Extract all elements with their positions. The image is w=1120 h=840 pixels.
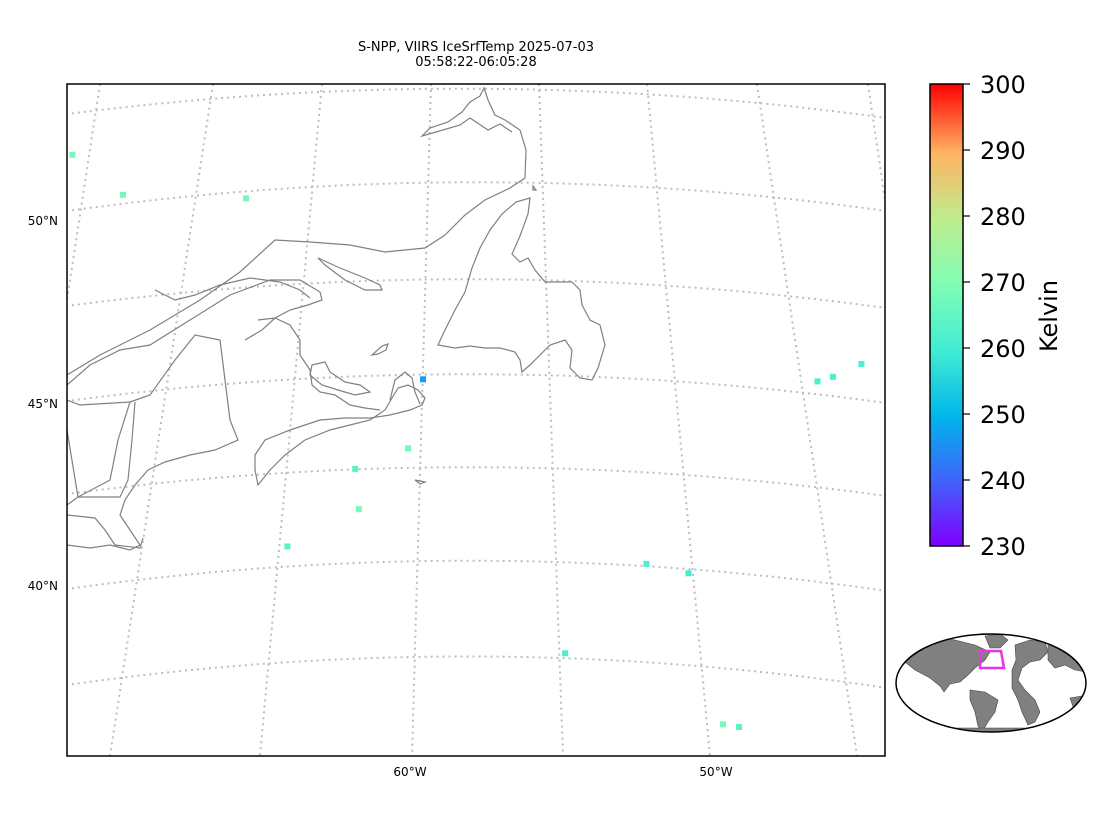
parallel-line <box>67 559 885 592</box>
meridian-line <box>867 84 885 201</box>
lat-label-50n: 50°N <box>28 214 58 228</box>
coastline-labrador <box>67 279 323 386</box>
colorbar-tick-label: 290 <box>980 137 1026 165</box>
map-background <box>67 84 885 756</box>
data-points-layer <box>69 151 865 731</box>
colorbar-tick-label: 240 <box>980 467 1026 495</box>
colorbar-tick-label: 300 <box>980 71 1026 99</box>
coastline-newfoundland <box>437 197 606 381</box>
title-line-2: 05:58:22-06:05:28 <box>415 55 537 70</box>
boundary-us <box>67 401 131 506</box>
lon-label-60w: 60°W <box>393 765 426 779</box>
data-point <box>120 191 126 198</box>
colorbar-tick-label: 250 <box>980 401 1026 429</box>
graticule <box>67 84 885 756</box>
coastline-new-brunswick <box>257 317 381 411</box>
parallel-line <box>67 373 885 404</box>
data-point <box>643 560 650 567</box>
data-point <box>562 650 569 657</box>
coastline-quebec-shore <box>67 86 527 376</box>
land-south-america <box>969 689 999 732</box>
colorbar-gradient <box>929 83 964 547</box>
globe-inset <box>895 633 1087 733</box>
boundary-us-2 <box>67 401 136 498</box>
map-frame <box>66 83 886 757</box>
lat-label-40n: 40°N <box>28 579 58 593</box>
data-point <box>858 361 865 367</box>
coastline-massachusetts <box>67 514 144 549</box>
colorbar-tick-label: 230 <box>980 533 1026 561</box>
map-title: S-NPP, VIIRS IceSrfTemp 2025-07-03 05:58… <box>250 40 702 70</box>
globe-outline <box>895 633 1087 733</box>
map-panel <box>66 83 886 757</box>
meridian-line <box>67 84 101 301</box>
colorbar-ticks <box>963 83 970 547</box>
meridian-line <box>411 84 432 756</box>
meridian-line <box>538 84 564 756</box>
coastline-anticosti <box>317 257 383 291</box>
coastline-pei <box>309 361 372 396</box>
coastline-islet <box>414 479 428 485</box>
colorbar: 300 290 280 270 260 250 240 230 Kelvin <box>929 71 1063 561</box>
data-point <box>720 721 726 728</box>
meridian-line <box>646 84 711 756</box>
data-point <box>243 195 250 202</box>
data-point <box>69 151 76 158</box>
data-point <box>685 570 692 577</box>
lon-label-50w: 50°W <box>699 765 732 779</box>
colorbar-tick-label: 260 <box>980 335 1026 363</box>
coastline-nova-scotia <box>254 384 426 487</box>
data-point <box>420 376 426 383</box>
parallel-line <box>67 181 885 213</box>
parallel-line <box>67 655 885 689</box>
data-point <box>829 373 836 380</box>
coastline-islet <box>532 184 538 191</box>
coastline-islet <box>370 343 389 356</box>
data-point <box>736 724 742 731</box>
data-point <box>814 378 821 385</box>
coastlines <box>67 86 606 551</box>
lat-label-45n: 45°N <box>28 397 58 411</box>
parallel-line <box>67 87 885 119</box>
colorbar-tick-label: 270 <box>980 269 1026 297</box>
meridian-line <box>259 84 323 756</box>
parallel-line <box>67 466 885 497</box>
coastline-cape-breton <box>389 371 421 405</box>
data-point <box>284 543 291 550</box>
parallel-line <box>67 278 885 309</box>
region-highlight-box <box>978 649 1006 670</box>
colorbar-tick-label: 280 <box>980 203 1026 231</box>
colorbar-title: Kelvin <box>1035 280 1063 352</box>
data-point <box>405 445 412 452</box>
title-line-1: S-NPP, VIIRS IceSrfTemp 2025-07-03 <box>357 40 595 55</box>
land-australia <box>1069 695 1086 713</box>
coastline-gaspe <box>154 277 311 301</box>
data-point <box>352 465 359 472</box>
data-point <box>355 506 362 513</box>
coastline-maine <box>67 334 239 551</box>
